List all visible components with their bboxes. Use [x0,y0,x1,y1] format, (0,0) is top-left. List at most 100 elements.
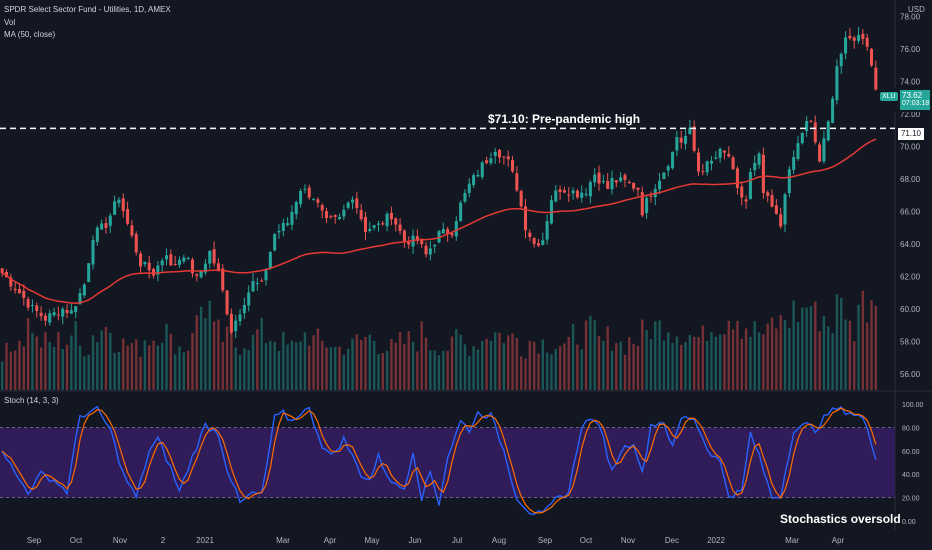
candle-body [173,264,177,266]
volume-bar [372,340,376,390]
candle-body [329,216,333,218]
candle-body [562,190,566,193]
volume-bar [178,346,181,390]
candle-body [735,168,739,188]
volume-bar [403,343,406,390]
stoch-tick-0: 100.00 [902,402,924,409]
candle-body [299,191,303,205]
volume-bar [615,342,618,390]
volume-bar [610,350,614,390]
candle-body [822,138,826,162]
candle-body [472,175,476,185]
candle-body [35,305,39,312]
candle-body [104,223,108,228]
price-tick-5: 68.00 [900,175,921,184]
volume-bar [139,356,142,390]
x-tick-8: Jun [409,536,422,545]
ma-legend: MA (50, close) [4,30,56,39]
candle-body [588,182,592,197]
candle-body [610,178,614,190]
volume-bar [550,354,553,390]
price-tick-8: 62.00 [900,272,921,281]
volume-bar [35,336,38,390]
volume-bar [130,343,134,390]
volume-bar [762,334,765,390]
volume-bar [822,316,826,390]
volume-bar [446,350,449,390]
candle-body [571,190,575,194]
candle-body [43,315,47,321]
current-price-tag: XLU 73.62 07:03:18 [878,88,932,112]
x-tick-13: Nov [621,536,635,545]
candle-body [865,37,869,47]
candle-body [82,284,86,296]
candle-body [325,211,329,219]
candle-body [731,157,735,170]
volume-bar [757,332,761,390]
volume-bar [126,345,129,390]
volume-bar [463,344,467,390]
candle-body [528,232,532,237]
volume-bar [718,334,722,390]
volume-bar [398,331,402,390]
price-tick-0: 78.00 [900,12,921,21]
candle-body [355,198,359,209]
volume-bar [723,334,726,390]
candle-body [359,210,363,220]
candle-body [809,120,813,122]
candle-body [675,137,679,151]
candle-body [9,277,13,287]
volume-bar [113,352,116,390]
candle-body [575,190,579,198]
candle-body [558,189,562,193]
candle-body [658,180,662,190]
volume-bar [459,334,462,390]
volume-bar [152,340,155,390]
volume-bar [589,315,592,390]
candle-body [623,175,627,180]
candle-body [476,174,480,177]
volume-bar [394,342,397,390]
x-tick-1: Oct [70,536,83,545]
volume-bar [100,330,103,390]
volume-bar [316,328,320,390]
volume-bar [338,346,341,390]
candle-body [813,122,817,143]
price-tick-7: 64.00 [900,240,921,249]
volume-bar [688,334,692,390]
candle-body [294,202,298,215]
volume-bar [675,336,679,390]
volume-bar [182,352,186,390]
candle-body [17,289,21,294]
volume-bar [554,349,557,390]
volume-bar [0,361,4,390]
volume-bar [377,354,380,390]
candle-body [286,223,290,226]
candle-body [0,268,4,274]
candle-body [182,257,186,262]
volume-bar [649,339,653,390]
candle-body [113,201,117,215]
volume-bar [420,321,423,390]
candle-body [796,143,800,159]
volume-bar [692,336,696,390]
currency-label: USD [908,5,925,14]
candle-body [350,199,355,203]
candle-body [234,320,238,332]
volume-bar [831,333,834,390]
volume-bar [221,341,224,390]
candle-body [753,162,757,171]
volume-bar [148,345,151,390]
candle-body [502,156,506,158]
volume-bar [286,344,289,390]
volume-bar [645,330,648,390]
candle-body [130,225,134,236]
volume-bar [805,307,808,390]
candle-body [515,173,519,191]
volume-bar [217,319,220,390]
candle-body [696,152,701,172]
candle-body [126,208,130,224]
stoch-tick-4: 20.00 [902,496,920,503]
symbol-badge: XLU [880,92,898,101]
